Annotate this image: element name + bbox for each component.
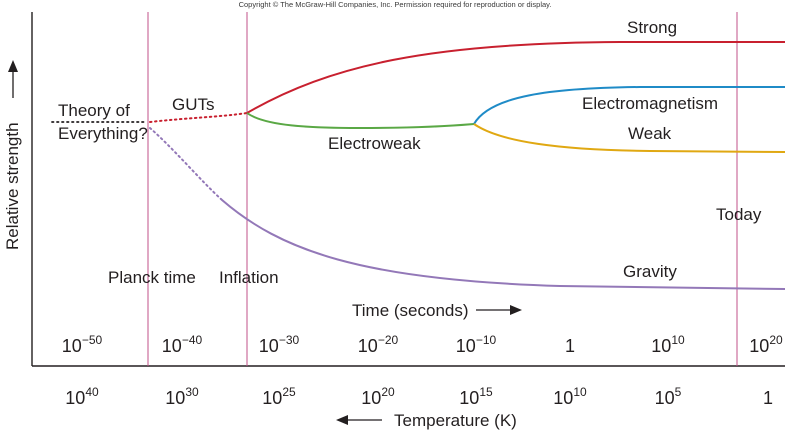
- today-label: Today: [716, 205, 762, 224]
- temperature-tick-base: 1: [763, 388, 773, 408]
- time-tick-exponent: −40: [182, 333, 203, 347]
- time-tick-label: 10−30: [259, 333, 300, 356]
- temperature-tick-exponent: 25: [282, 385, 296, 399]
- temperature-tick-base: 10: [459, 388, 479, 408]
- weak-force-curve: [473, 123, 785, 153]
- time-tick-label: 1020: [749, 333, 783, 356]
- electroweak-label: Electroweak: [328, 134, 421, 153]
- time-axis-label: Time (seconds): [352, 301, 469, 320]
- temperature-tick-label: 1030: [165, 385, 199, 408]
- copyright-notice: Copyright © The McGraw-Hill Companies, I…: [239, 0, 552, 9]
- time-tick-label: 10−40: [162, 333, 203, 356]
- temperature-tick-label: 1025: [262, 385, 296, 408]
- temperature-tick-exponent: 30: [185, 385, 199, 399]
- y-axis-label: Relative strength: [3, 122, 22, 250]
- time-tick-base: 10: [456, 336, 476, 356]
- temperature-tick-base: 10: [262, 388, 282, 408]
- time-tick-exponent: 10: [671, 333, 685, 347]
- time-tick-label: 1010: [651, 333, 685, 356]
- temperature-tick-exponent: 5: [675, 385, 682, 399]
- temperature-tick-base: 10: [553, 388, 573, 408]
- time-tick-base: 10: [162, 336, 182, 356]
- temperature-tick-base: 10: [165, 388, 185, 408]
- temperature-tick-label: 1: [763, 388, 773, 408]
- toe-label-line1: Theory of: [58, 101, 130, 120]
- temperature-tick-exponent: 10: [573, 385, 587, 399]
- temperature-tick-label: 1020: [361, 385, 395, 408]
- temperature-axis-label: Temperature (K): [394, 411, 517, 430]
- toe-label-line2: Everything?: [58, 124, 148, 143]
- time-tick-label: 10−50: [62, 333, 103, 356]
- time-tick-base: 10: [358, 336, 378, 356]
- time-tick-base: 10: [62, 336, 82, 356]
- guts-dotted-curve: [149, 112, 248, 123]
- gravity-dotted-curve: [149, 127, 223, 201]
- time-tick-base: 1: [565, 336, 575, 356]
- temperature-tick-label: 105: [655, 385, 682, 408]
- temperature-tick-exponent: 15: [479, 385, 493, 399]
- time-tick-label: 10−10: [456, 333, 497, 356]
- temperature-tick-label: 1010: [553, 385, 587, 408]
- time-tick-base: 10: [259, 336, 279, 356]
- time-tick-label: 1: [565, 336, 575, 356]
- temperature-tick-base: 10: [65, 388, 85, 408]
- time-arrow-icon: [476, 305, 522, 315]
- electroweak-curve: [246, 112, 475, 130]
- time-tick-labels: 10−50 10−40 10−30 10−20 10−10 1 1010 1020: [62, 333, 783, 356]
- time-tick-exponent: 20: [769, 333, 783, 347]
- temperature-tick-label: 1015: [459, 385, 493, 408]
- time-tick-base: 10: [749, 336, 769, 356]
- electromagnetism-label: Electromagnetism: [582, 94, 718, 113]
- time-tick-exponent: −20: [378, 333, 399, 347]
- temperature-tick-base: 10: [655, 388, 675, 408]
- temperature-tick-base: 10: [361, 388, 381, 408]
- time-tick-exponent: −50: [82, 333, 103, 347]
- gravity-curve: [221, 199, 785, 290]
- temperature-tick-exponent: 40: [85, 385, 99, 399]
- planck-time-label: Planck time: [108, 268, 196, 287]
- inflation-label: Inflation: [219, 268, 279, 287]
- time-tick-exponent: −30: [279, 333, 300, 347]
- temperature-tick-label: 1040: [65, 385, 99, 408]
- strong-force-curve: [246, 41, 785, 114]
- temperature-arrow-icon: [336, 415, 382, 425]
- guts-label: GUTs: [172, 95, 215, 114]
- temperature-tick-exponent: 20: [381, 385, 395, 399]
- temperature-tick-labels: 1040 1030 1025 1020 1015 1010 105 1: [65, 385, 773, 408]
- strong-label: Strong: [627, 18, 677, 37]
- y-axis-arrow-icon: [8, 60, 18, 98]
- time-tick-label: 10−20: [358, 333, 399, 356]
- time-tick-base: 10: [651, 336, 671, 356]
- gravity-label: Gravity: [623, 262, 677, 281]
- electromagnetism-curve: [473, 86, 785, 125]
- weak-label: Weak: [628, 124, 672, 143]
- time-tick-exponent: −10: [476, 333, 497, 347]
